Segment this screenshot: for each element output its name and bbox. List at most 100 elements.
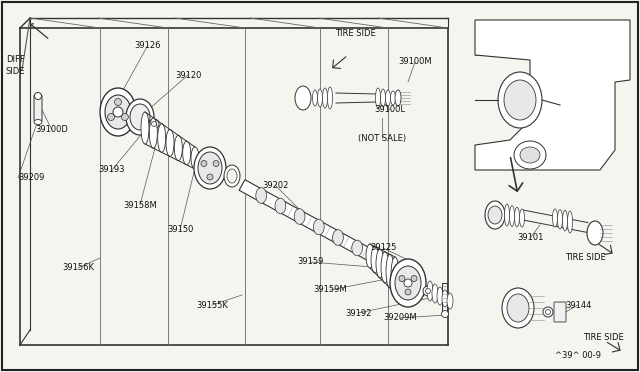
Text: 39202: 39202 xyxy=(262,180,288,189)
Circle shape xyxy=(426,289,431,294)
Ellipse shape xyxy=(507,294,529,322)
Ellipse shape xyxy=(437,287,443,305)
Text: 39126: 39126 xyxy=(135,41,161,49)
Ellipse shape xyxy=(395,90,401,106)
Ellipse shape xyxy=(166,129,174,157)
Circle shape xyxy=(411,276,417,282)
Ellipse shape xyxy=(390,91,396,105)
Ellipse shape xyxy=(100,88,136,136)
Ellipse shape xyxy=(35,106,41,116)
Circle shape xyxy=(442,311,449,317)
Ellipse shape xyxy=(295,86,311,110)
FancyBboxPatch shape xyxy=(34,95,42,121)
Polygon shape xyxy=(475,20,630,170)
Ellipse shape xyxy=(386,254,394,288)
Ellipse shape xyxy=(126,99,154,135)
Text: 39100L: 39100L xyxy=(374,106,406,115)
Ellipse shape xyxy=(427,281,433,301)
Circle shape xyxy=(423,286,433,296)
Ellipse shape xyxy=(520,147,540,163)
Ellipse shape xyxy=(442,290,448,307)
Text: 39150: 39150 xyxy=(167,225,193,234)
Ellipse shape xyxy=(323,88,328,108)
Ellipse shape xyxy=(552,209,557,227)
Circle shape xyxy=(113,107,123,117)
Ellipse shape xyxy=(498,72,542,128)
Text: (NOT SALE): (NOT SALE) xyxy=(358,134,406,142)
Ellipse shape xyxy=(224,165,240,187)
Ellipse shape xyxy=(376,88,381,108)
Circle shape xyxy=(152,122,157,126)
Text: 39158M: 39158M xyxy=(123,201,157,209)
Ellipse shape xyxy=(35,109,41,119)
FancyBboxPatch shape xyxy=(554,302,566,322)
Ellipse shape xyxy=(35,103,41,113)
Circle shape xyxy=(115,99,122,106)
Ellipse shape xyxy=(333,230,344,245)
Ellipse shape xyxy=(174,135,182,161)
Ellipse shape xyxy=(34,119,42,125)
Ellipse shape xyxy=(381,89,385,107)
Ellipse shape xyxy=(563,210,568,231)
Ellipse shape xyxy=(294,209,305,224)
Ellipse shape xyxy=(35,100,41,110)
Text: 39192: 39192 xyxy=(345,308,371,317)
Ellipse shape xyxy=(317,89,323,107)
Ellipse shape xyxy=(381,252,389,283)
Ellipse shape xyxy=(371,247,379,273)
Text: 39156K: 39156K xyxy=(62,263,94,273)
Polygon shape xyxy=(239,180,373,260)
Ellipse shape xyxy=(256,188,267,203)
Ellipse shape xyxy=(504,204,509,226)
Ellipse shape xyxy=(182,141,191,165)
Ellipse shape xyxy=(568,211,573,233)
Ellipse shape xyxy=(587,221,603,245)
Circle shape xyxy=(35,93,42,99)
Text: 39209: 39209 xyxy=(18,173,44,183)
Circle shape xyxy=(207,174,213,180)
Circle shape xyxy=(399,276,405,282)
Ellipse shape xyxy=(149,118,157,148)
Ellipse shape xyxy=(557,210,563,229)
Ellipse shape xyxy=(352,240,363,256)
Ellipse shape xyxy=(488,206,502,224)
Text: TIRE SIDE: TIRE SIDE xyxy=(565,253,605,263)
Text: TIRE SIDE: TIRE SIDE xyxy=(335,29,376,38)
Ellipse shape xyxy=(509,206,515,226)
Ellipse shape xyxy=(227,169,237,183)
Ellipse shape xyxy=(141,112,149,144)
Text: 39100M: 39100M xyxy=(398,58,432,67)
Circle shape xyxy=(201,160,207,167)
Text: 39209M: 39209M xyxy=(383,314,417,323)
Ellipse shape xyxy=(385,90,390,106)
Text: 39125: 39125 xyxy=(370,244,396,253)
Text: 39155K: 39155K xyxy=(196,301,228,310)
Ellipse shape xyxy=(328,87,333,109)
Ellipse shape xyxy=(391,257,399,293)
Ellipse shape xyxy=(520,209,525,227)
Ellipse shape xyxy=(366,244,374,268)
Text: 39120: 39120 xyxy=(175,71,201,80)
Circle shape xyxy=(545,310,550,314)
Ellipse shape xyxy=(191,147,199,169)
FancyBboxPatch shape xyxy=(442,283,447,312)
Circle shape xyxy=(149,119,159,129)
Ellipse shape xyxy=(198,152,222,184)
Ellipse shape xyxy=(515,207,520,227)
Text: 39193: 39193 xyxy=(99,166,125,174)
Text: 39144: 39144 xyxy=(565,301,591,310)
Ellipse shape xyxy=(432,284,438,303)
Ellipse shape xyxy=(130,104,150,130)
Ellipse shape xyxy=(314,219,324,235)
Ellipse shape xyxy=(312,90,317,106)
Ellipse shape xyxy=(35,97,41,107)
Ellipse shape xyxy=(485,201,505,229)
Ellipse shape xyxy=(447,293,453,309)
Ellipse shape xyxy=(376,249,384,278)
Text: SIDE: SIDE xyxy=(6,67,26,77)
Text: DIFF: DIFF xyxy=(6,55,25,64)
Ellipse shape xyxy=(105,95,131,129)
Ellipse shape xyxy=(390,259,426,307)
Text: 39100D: 39100D xyxy=(36,125,68,135)
Text: TIRE SIDE: TIRE SIDE xyxy=(583,334,624,343)
